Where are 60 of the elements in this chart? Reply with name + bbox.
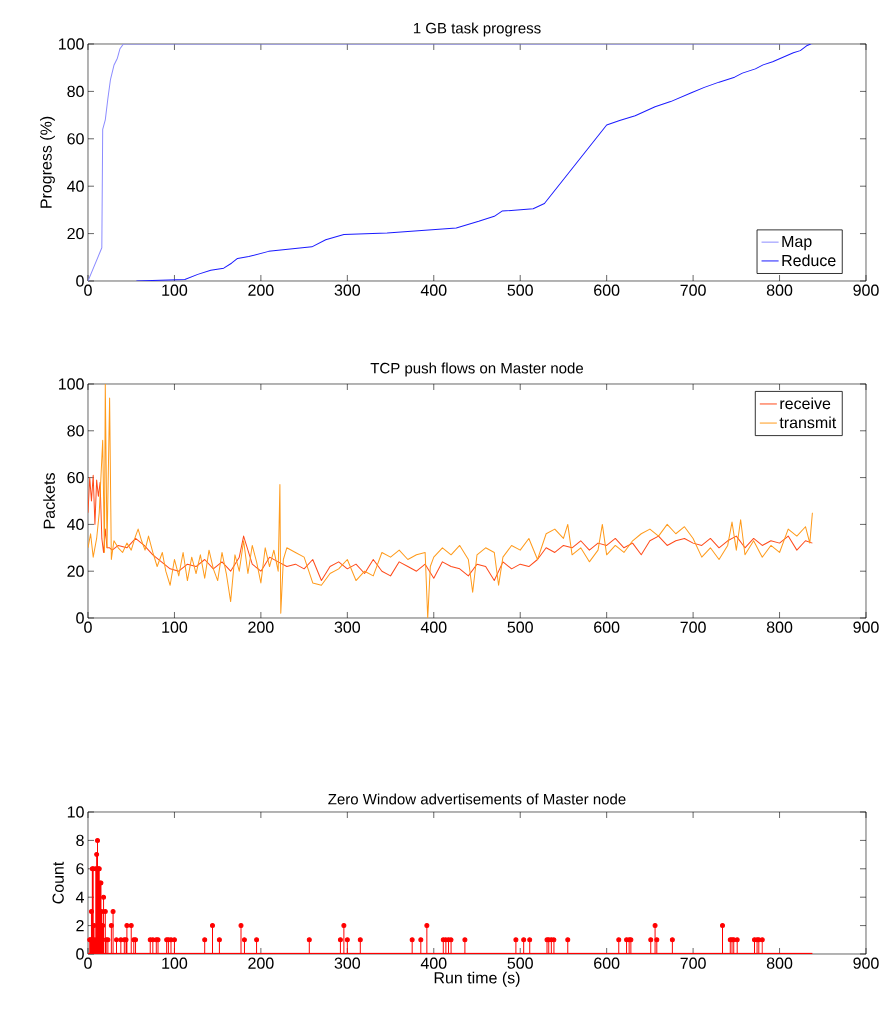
x-tick-label: 900 <box>853 621 879 633</box>
x-tick-label: 400 <box>420 957 447 969</box>
y-tick-label: 40 <box>67 180 84 192</box>
x-tick-label: 500 <box>507 621 533 633</box>
x-tick-label: 400 <box>420 284 447 296</box>
x-tick-label: 700 <box>680 621 706 633</box>
x-tick-label: 900 <box>853 284 879 296</box>
x-tick-label: 200 <box>248 284 274 296</box>
legend-label: transmit <box>779 416 837 429</box>
y-tick-label: 6 <box>76 863 84 875</box>
x-tick-label: 300 <box>334 621 361 633</box>
y-tick-label: 4 <box>75 891 84 903</box>
y-tick-label: 8 <box>76 834 84 847</box>
y-tick-label: 60 <box>67 471 84 484</box>
x-tick-label: 700 <box>680 957 706 969</box>
y-axis-title: Count <box>52 861 64 904</box>
x-tick-label: 800 <box>766 621 793 633</box>
x-tick-label: 900 <box>853 957 879 969</box>
y-tick-label: 80 <box>67 425 84 437</box>
x-tick-label: 800 <box>766 957 793 969</box>
y-tick-label: 0 <box>76 275 84 287</box>
y-tick-label: 2 <box>76 920 84 932</box>
x-tick-label: 300 <box>334 957 361 969</box>
x-tick-label: 100 <box>162 957 188 969</box>
x-tick-label: 500 <box>507 284 533 296</box>
y-axis-title: Packets <box>43 473 55 529</box>
y-tick-label: 10 <box>67 806 84 818</box>
chart-title: 1 GB task progress <box>413 22 541 37</box>
x-tick-label: 400 <box>420 621 447 633</box>
legend-label: Reduce <box>782 254 836 267</box>
x-tick-label: 300 <box>334 284 361 296</box>
y-tick-label: 60 <box>67 133 84 145</box>
x-tick-label: 0 <box>84 621 92 633</box>
y-axis-title: Progress (%) <box>40 116 55 208</box>
x-tick-label: 700 <box>680 284 706 296</box>
chart-title: Zero Window advertisements of Master node <box>328 793 626 805</box>
x-tick-label: 200 <box>248 957 274 969</box>
y-tick-label: 20 <box>67 227 84 240</box>
chart-title: TCP push flows on Master node <box>370 362 584 377</box>
x-tick-label: 100 <box>162 621 188 633</box>
legend-label: receive <box>780 397 831 410</box>
x-tick-label: 600 <box>594 284 620 296</box>
x-tick-label: 800 <box>766 284 793 296</box>
x-tick-label: 500 <box>507 957 533 969</box>
x-tick-label: 0 <box>84 957 92 969</box>
y-tick-label: 0 <box>76 948 84 960</box>
line-series <box>88 474 813 582</box>
x-tick-label: 100 <box>162 284 188 296</box>
x-axis-title: Run time (s) <box>434 971 520 987</box>
x-tick-label: 0 <box>84 284 92 296</box>
x-tick-label: 600 <box>594 621 620 633</box>
x-tick-label: 200 <box>248 621 274 633</box>
y-tick-label: 80 <box>67 85 84 98</box>
y-tick-label: 0 <box>76 612 84 624</box>
legend-label: Map <box>782 235 812 251</box>
x-tick-label: 600 <box>594 957 620 969</box>
y-tick-label: 40 <box>67 518 84 531</box>
y-tick-label: 20 <box>67 565 84 577</box>
y-tick-label: 100 <box>58 38 84 50</box>
y-tick-label: 100 <box>58 378 84 390</box>
